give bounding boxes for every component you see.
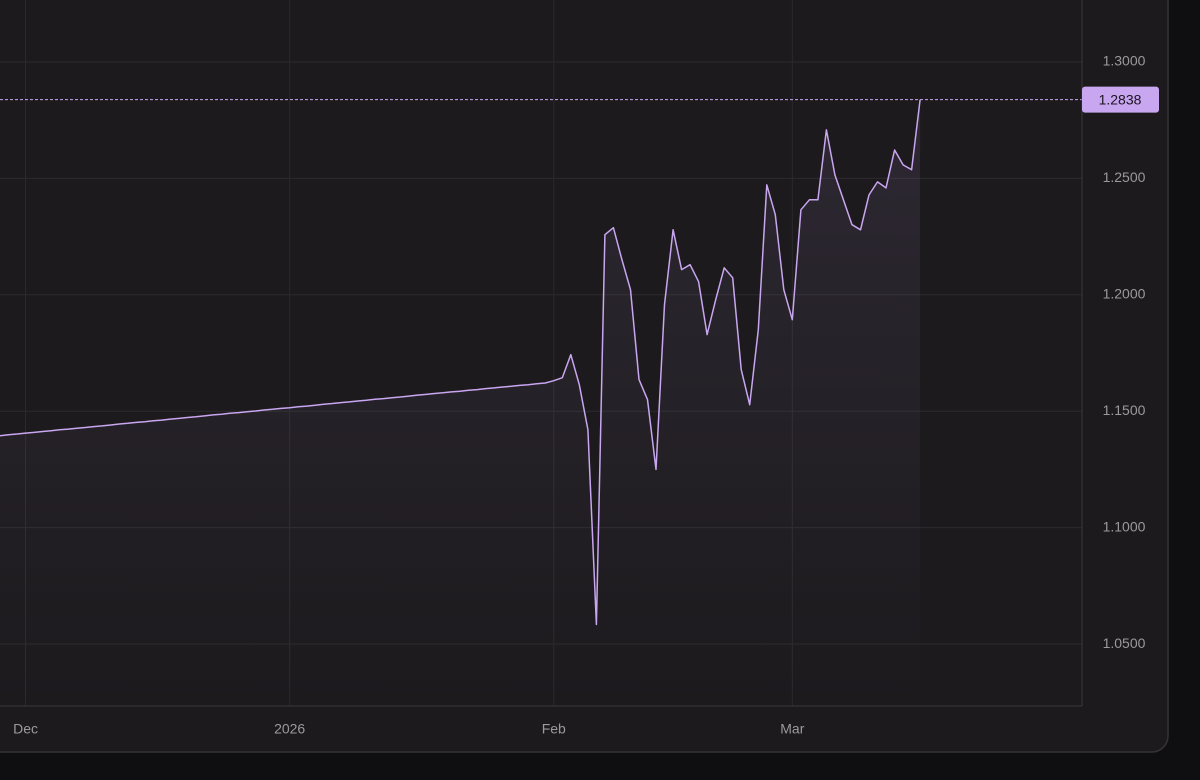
x-tick-label: Feb: [542, 721, 566, 737]
y-tick-label: 1.3000: [1103, 53, 1146, 69]
y-tick-label: 1.1000: [1103, 518, 1146, 534]
area: [0, 99, 921, 706]
x-tick-label: Dec: [13, 721, 38, 737]
x-tick-label: Mar: [780, 721, 804, 737]
y-tick-label: 1.2000: [1103, 285, 1146, 301]
last-price-label: 1.2838: [1099, 91, 1142, 107]
plot: [0, 99, 1082, 706]
price-line: [0, 99, 921, 626]
y-tick-label: 1.0500: [1103, 635, 1146, 651]
y-tick-label: 1.1500: [1103, 402, 1146, 418]
x-tick-label: 2026: [274, 721, 305, 737]
y-tick-label: 1.2500: [1103, 169, 1146, 185]
labels: 1.0500 1.1000 1.1500 1.2000 1.2500 1.3000 Dec 2…: [13, 53, 1159, 737]
last-price-box: [1082, 86, 1159, 113]
